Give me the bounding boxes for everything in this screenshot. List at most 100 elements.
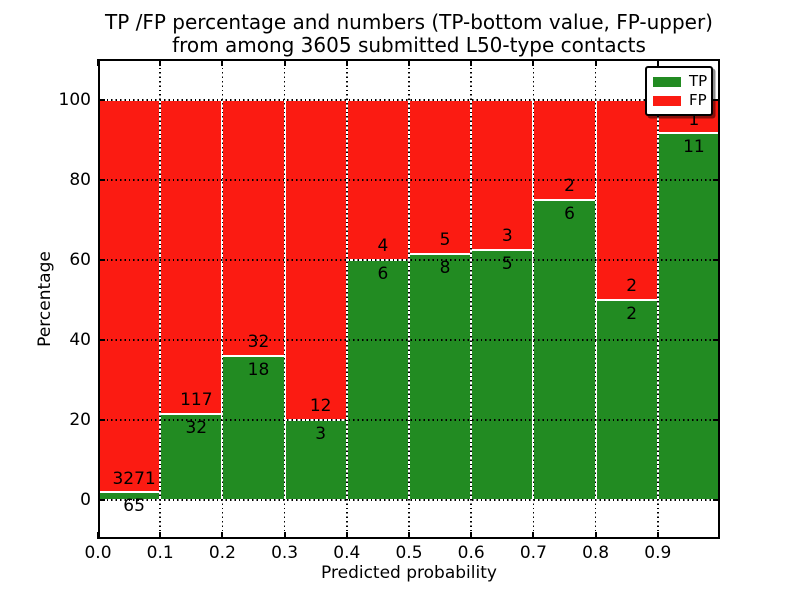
- gridline-v: [532, 59, 535, 539]
- fp-count-label: 2: [564, 176, 575, 197]
- bar-tp-segment: [471, 250, 534, 500]
- y-tick-label: 0: [80, 490, 91, 510]
- legend-item-tp: TP: [653, 72, 708, 91]
- y-tick-label: 80: [69, 170, 91, 190]
- fp-count-label: 4: [377, 236, 389, 257]
- tp-count-label: 18: [247, 360, 270, 380]
- chart-title-line2: from among 3605 submitted L50-type conta…: [172, 33, 646, 57]
- x-tick-mark: [470, 532, 473, 539]
- x-axis-label: Predicted probability: [321, 563, 497, 583]
- x-tick-mark: [594, 532, 597, 539]
- bar-tp-segment: [533, 200, 596, 500]
- x-tick-label: 0.2: [208, 543, 236, 563]
- y-tick-label: 40: [69, 330, 91, 350]
- plot-area: 3271 65 117 32 32 18 12 3 4 6 5 8 3 5 2 6 2 2 1 11: [97, 59, 720, 539]
- fp-count-label: 1: [688, 109, 700, 130]
- y-tick-mark-right: [713, 339, 720, 341]
- legend-label: FP: [689, 91, 707, 109]
- gridline-v: [159, 59, 161, 539]
- bar-tp-segment: [657, 133, 720, 500]
- tp-count-label: 8: [439, 257, 451, 278]
- tp-count-label: 11: [683, 137, 705, 158]
- tp-count-label: 5: [501, 254, 513, 274]
- fp-count-label: 3: [501, 226, 513, 247]
- tp-count-label: 65: [123, 496, 145, 517]
- fp-count-label: 3271: [112, 468, 156, 489]
- chart-title: TP /FP percentage and numbers (TP-bottom…: [98, 11, 720, 57]
- x-tick-label: 0.9: [644, 543, 672, 563]
- y-tick-mark: [98, 419, 105, 421]
- bar-fp-segment: [595, 100, 658, 300]
- gridline-v: [221, 59, 224, 539]
- x-tick-mark: [345, 532, 348, 539]
- legend: TP FP: [645, 66, 713, 116]
- y-tick-mark-right: [713, 259, 720, 261]
- x-tick-label: 0.1: [146, 543, 174, 563]
- tp-count-label: 32: [185, 418, 208, 439]
- legend-swatch-fp: [653, 95, 681, 106]
- y-tick-mark: [98, 99, 105, 101]
- bar-tp-segment: [346, 260, 409, 500]
- x-tick-mark-top: [159, 59, 162, 66]
- y-tick-mark: [98, 259, 105, 261]
- x-tick-mark: [159, 532, 162, 539]
- fp-count-label: 2: [626, 276, 638, 297]
- x-tick-mark-top: [283, 59, 286, 66]
- fp-count-label: 32: [247, 332, 270, 353]
- y-tick-mark: [98, 179, 105, 181]
- x-tick-label: 0.4: [333, 543, 361, 563]
- x-tick-mark: [532, 532, 535, 539]
- y-tick-label: 60: [69, 250, 91, 270]
- y-tick-label: 20: [69, 410, 91, 430]
- tp-count-label: 2: [626, 304, 638, 324]
- gridline-v: [408, 59, 410, 539]
- y-tick-label: 100: [58, 90, 91, 110]
- x-tick-label: 0.3: [271, 543, 299, 563]
- legend-label: TP: [689, 72, 708, 90]
- bar-tp-segment: [409, 253, 472, 500]
- x-tick-mark-top: [532, 59, 535, 66]
- bar-tp-segment: [160, 414, 223, 500]
- legend-swatch-tp: [653, 76, 681, 87]
- y-tick-mark-right: [713, 499, 720, 501]
- bar-fp-segment: [160, 100, 223, 415]
- bar-fp-segment: [222, 100, 285, 356]
- y-tick-mark: [98, 499, 105, 501]
- x-tick-mark-top: [470, 59, 473, 66]
- fp-count-label: 5: [439, 230, 451, 251]
- x-tick-mark: [656, 532, 659, 539]
- x-tick-mark-top: [656, 59, 659, 66]
- x-tick-mark: [97, 532, 99, 539]
- y-tick-mark-right: [713, 99, 720, 101]
- gridline-v: [283, 59, 286, 539]
- tp-count-label: 6: [377, 264, 389, 284]
- tp-count-label: 6: [564, 204, 575, 224]
- gridline-v: [346, 59, 348, 539]
- bar-fp-segment: [98, 100, 161, 493]
- y-tick-mark-right: [713, 419, 720, 421]
- chart-title-line1: TP /FP percentage and numbers (TP-bottom…: [105, 10, 713, 34]
- bar-tp-segment: [595, 300, 658, 500]
- x-tick-mark-top: [97, 59, 99, 66]
- gridline-v: [470, 59, 472, 539]
- tp-count-label: 3: [315, 424, 327, 444]
- fp-count-label: 117: [180, 390, 213, 411]
- x-tick-label: 0.7: [519, 543, 547, 563]
- gridline-v: [594, 59, 597, 539]
- x-tick-mark-top: [408, 59, 410, 66]
- y-tick-mark-right: [713, 179, 720, 181]
- legend-item-fp: FP: [653, 91, 707, 110]
- x-tick-mark-top: [345, 59, 348, 66]
- x-tick-mark-top: [221, 59, 224, 66]
- gridline-v: [657, 59, 659, 539]
- x-tick-label: 0.8: [582, 543, 610, 563]
- x-tick-mark-top: [594, 59, 597, 66]
- x-tick-mark: [408, 532, 410, 539]
- x-tick-mark: [283, 532, 286, 539]
- y-tick-mark: [98, 339, 105, 341]
- x-tick-mark: [221, 532, 224, 539]
- fp-count-label: 12: [309, 396, 332, 417]
- x-tick-label: 0.0: [84, 543, 112, 563]
- x-tick-label: 0.5: [395, 543, 423, 563]
